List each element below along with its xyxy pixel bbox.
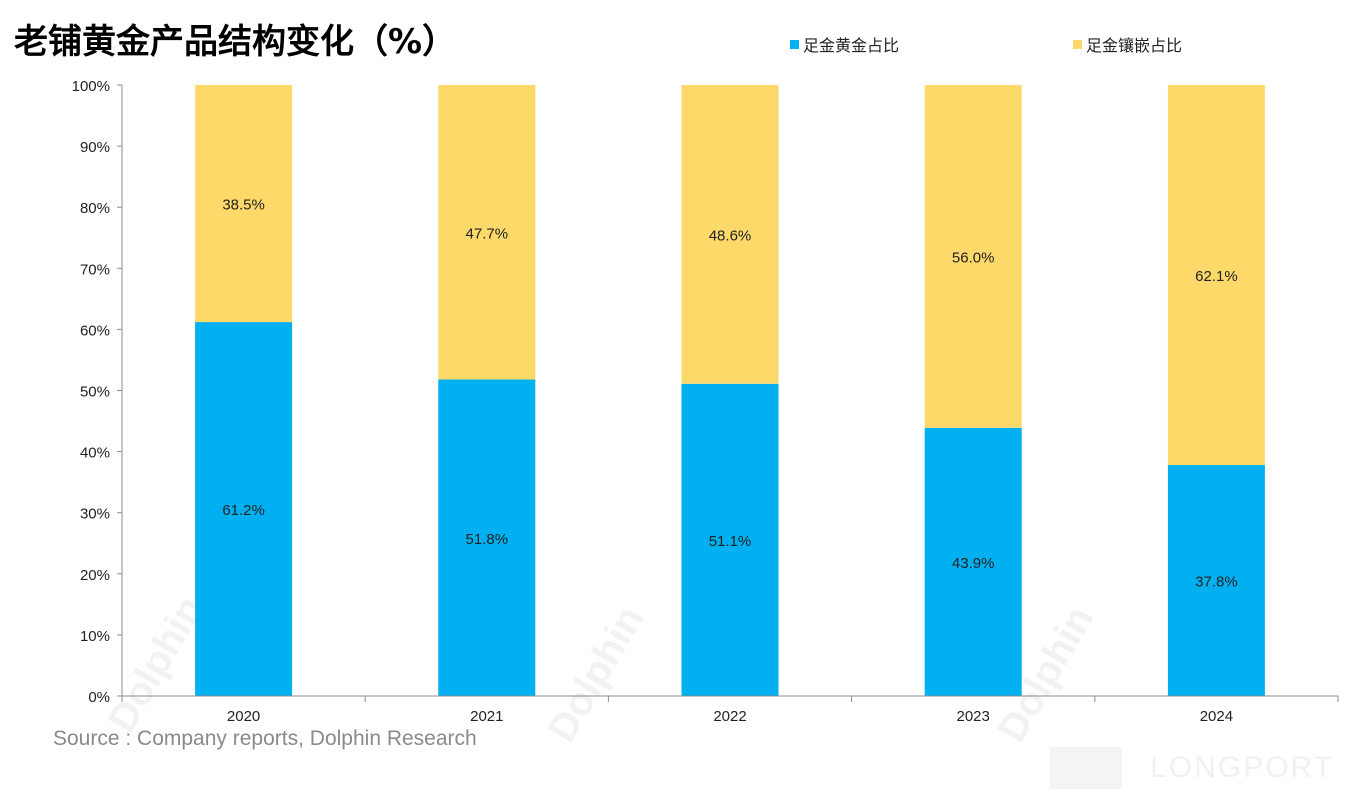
data-label-solid-gold-2020: 61.2% — [222, 502, 265, 519]
bar-solid-gold-2023 — [924, 427, 1022, 696]
bar-solid-gold-2022 — [681, 383, 779, 696]
data-label-solid-gold-2021: 51.8% — [466, 531, 509, 548]
data-label-inlaid-gold-2021: 47.7% — [466, 225, 509, 242]
longport-watermark: LONGPORT — [1050, 747, 1334, 789]
legend-label-inlaid-gold: 足金镶嵌占比 — [1086, 36, 1183, 55]
bar-inlaid-gold-2022 — [681, 85, 779, 384]
x-tick-label: 2021 — [470, 708, 503, 725]
watermark-text-1: Dolphin — [540, 599, 653, 750]
legend-swatch-inlaid-gold — [1073, 39, 1082, 49]
data-label-solid-gold-2022: 51.1% — [709, 533, 752, 550]
data-label-solid-gold-2023: 43.9% — [952, 555, 995, 572]
longport-logo-icon — [1050, 747, 1123, 789]
bar-inlaid-gold-2021 — [438, 85, 536, 380]
bar-solid-gold-2021 — [438, 379, 536, 696]
y-tick-label: 0% — [88, 689, 110, 706]
legend-item-solid-gold: 足金黄金占比 — [790, 32, 899, 56]
x-tick-label: 2022 — [713, 708, 746, 725]
source-note: Source : Company reports, Dolphin Resear… — [53, 727, 477, 750]
legend-swatch-solid-gold — [790, 39, 799, 49]
legend-item-inlaid-gold: 足金镶嵌占比 — [1073, 32, 1182, 56]
y-tick-label: 40% — [80, 445, 110, 462]
bar-solid-gold-2020 — [195, 322, 293, 696]
data-label-solid-gold-2024: 37.8% — [1195, 574, 1238, 591]
y-tick-label: 80% — [80, 200, 110, 217]
y-tick-label: 20% — [80, 567, 110, 584]
data-label-inlaid-gold-2023: 56.0% — [952, 249, 995, 266]
y-tick-label: 60% — [80, 322, 110, 339]
longport-watermark-text: LONGPORT — [1150, 751, 1334, 784]
x-tick-label: 2020 — [227, 708, 260, 725]
data-label-inlaid-gold-2022: 48.6% — [709, 227, 752, 244]
legend-label-solid-gold: 足金黄金占比 — [803, 36, 900, 55]
bar-inlaid-gold-2024 — [1167, 85, 1265, 466]
y-tick-label: 90% — [80, 139, 110, 156]
y-tick-label: 50% — [80, 384, 110, 401]
bar-inlaid-gold-2023 — [924, 85, 1022, 428]
y-tick-label: 30% — [80, 506, 110, 523]
data-label-inlaid-gold-2020: 38.5% — [222, 197, 265, 214]
x-tick-label: 2023 — [957, 708, 990, 725]
y-tick-label: 10% — [80, 628, 110, 645]
chart-title: 老铺黄金产品结构变化（%） — [14, 22, 457, 62]
x-tick-label: 2024 — [1200, 708, 1233, 725]
data-label-inlaid-gold-2024: 62.1% — [1195, 268, 1238, 285]
y-tick-label: 70% — [80, 261, 110, 278]
bar-solid-gold-2024 — [1167, 465, 1265, 696]
bar-inlaid-gold-2020 — [195, 85, 293, 323]
y-tick-label: 100% — [72, 78, 110, 95]
